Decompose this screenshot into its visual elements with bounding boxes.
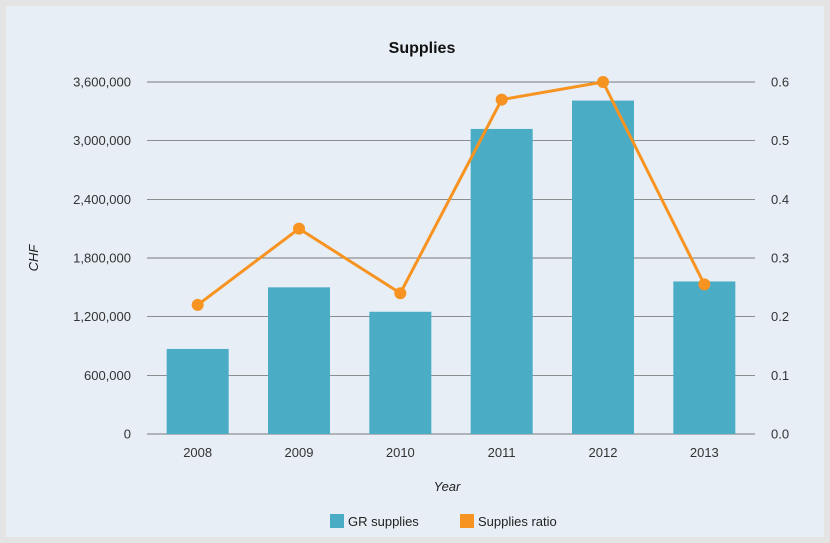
left-tick-label: 600,000 xyxy=(84,368,131,383)
legend-item[interactable]: GR supplies xyxy=(330,514,419,529)
line-point[interactable] xyxy=(698,278,711,291)
x-axis-ticks: 2008 2009 2010 2011 2012 2013 xyxy=(183,445,719,460)
chart-panel xyxy=(6,6,824,537)
bar[interactable] xyxy=(572,100,634,435)
right-tick-label: 0.2 xyxy=(771,309,789,324)
x-tick-label: 2013 xyxy=(690,445,719,460)
left-tick-label: 2,400,000 xyxy=(73,192,131,207)
bar[interactable] xyxy=(470,128,533,434)
line-point[interactable] xyxy=(191,298,204,311)
legend-swatch xyxy=(460,514,474,528)
legend-label: Supplies ratio xyxy=(478,514,557,529)
x-tick-label: 2010 xyxy=(386,445,415,460)
bar[interactable] xyxy=(268,287,330,434)
left-tick-label: 0 xyxy=(124,427,131,442)
right-tick-label: 0.5 xyxy=(771,133,789,148)
line-point[interactable] xyxy=(495,93,508,106)
x-axis-label: Year xyxy=(434,479,461,494)
right-axis-ticks: 0.0 0.1 0.2 0.3 0.4 0.5 0.6 xyxy=(771,75,789,442)
right-tick-label: 0.1 xyxy=(771,368,789,383)
left-tick-label: 3,600,000 xyxy=(73,75,131,90)
legend-swatch xyxy=(330,514,344,528)
legend[interactable]: GR supplies Supplies ratio xyxy=(330,514,557,529)
right-tick-label: 0.0 xyxy=(771,427,789,442)
gridlines xyxy=(147,81,755,435)
left-tick-label: 3,000,000 xyxy=(73,133,131,148)
bar[interactable] xyxy=(166,348,229,434)
bar[interactable] xyxy=(673,281,736,434)
x-tick-label: 2009 xyxy=(285,445,314,460)
ratio-line xyxy=(196,80,706,307)
line-point[interactable] xyxy=(394,287,407,300)
right-tick-label: 0.4 xyxy=(771,192,789,207)
legend-label: GR supplies xyxy=(348,514,419,529)
right-tick-label: 0.6 xyxy=(771,75,789,90)
line-point[interactable] xyxy=(293,222,305,235)
chart-title: Supplies xyxy=(389,40,456,57)
x-tick-label: 2008 xyxy=(183,445,212,460)
right-tick-label: 0.3 xyxy=(771,251,789,266)
y-axis-label: CHF xyxy=(26,244,41,272)
x-tick-label: 2012 xyxy=(589,445,618,460)
bar[interactable] xyxy=(369,311,432,434)
left-axis-ticks: 0 600,000 1,200,000 1,800,000 2,400,000 3,000… xyxy=(73,75,131,442)
x-tick-label: 2011 xyxy=(488,445,516,460)
legend-item[interactable]: Supplies ratio xyxy=(460,514,557,529)
line-point[interactable] xyxy=(597,76,609,88)
left-tick-label: 1,800,000 xyxy=(73,251,131,266)
line-series xyxy=(191,76,711,311)
bar-series xyxy=(166,100,736,435)
left-tick-label: 1,200,000 xyxy=(73,309,131,324)
